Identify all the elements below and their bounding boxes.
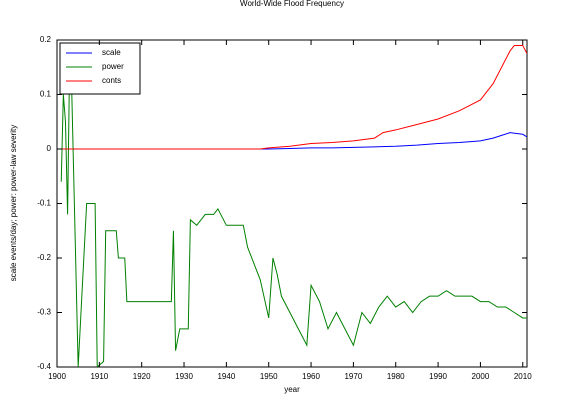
legend-label: power — [102, 62, 124, 71]
legend-label: scale — [102, 48, 121, 57]
y-axis-label: scale events/day; power: power-law sever… — [9, 125, 18, 282]
plot-area — [57, 44, 527, 367]
x-tick-label: 1940 — [217, 372, 235, 381]
x-tick-label: 2000 — [472, 372, 490, 381]
x-tick-label: 1920 — [133, 372, 151, 381]
x-axis-label: year — [284, 385, 300, 394]
y-tick-label: -0.3 — [37, 308, 51, 317]
legend-label: conts — [102, 76, 121, 85]
x-tick-label: 1900 — [48, 372, 66, 381]
x-tick-label: 1950 — [260, 372, 278, 381]
x-tick-label: 1930 — [175, 372, 193, 381]
y-tick-label: 0.1 — [40, 90, 52, 99]
y-tick-label: 0 — [47, 144, 52, 153]
x-tick-label: 1990 — [429, 372, 447, 381]
series-line — [57, 132, 527, 150]
x-tick-label: 1960 — [302, 372, 320, 381]
chart-title: World-Wide Flood Frequency — [240, 0, 344, 8]
y-tick-label: -0.4 — [37, 362, 51, 371]
y-tick-label: -0.2 — [37, 253, 51, 262]
x-tick-label: 1970 — [344, 372, 362, 381]
y-tick-label: 0.2 — [40, 35, 52, 44]
x-tick-label: 1910 — [90, 372, 108, 381]
legend-box — [59, 42, 141, 95]
series-line — [57, 44, 527, 150]
x-tick-label: 2010 — [514, 372, 532, 381]
y-tick-label: -0.1 — [37, 199, 51, 208]
series-line — [60, 56, 527, 367]
x-tick-label: 1980 — [387, 372, 405, 381]
